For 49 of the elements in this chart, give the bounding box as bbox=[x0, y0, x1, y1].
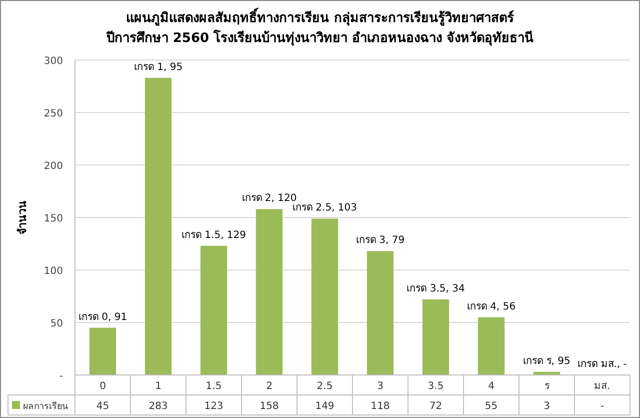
annotation: เกรด 2, 120 bbox=[242, 193, 297, 204]
y-tick-label: 200 bbox=[44, 161, 63, 172]
x-tick-label: 3.5 bbox=[428, 381, 444, 392]
bar bbox=[422, 299, 450, 375]
x-tick-label: 2 bbox=[266, 381, 272, 392]
y-tick-label: 100 bbox=[44, 266, 63, 277]
annotation: เกรด ร, 95 bbox=[523, 356, 570, 367]
data-label: 149 bbox=[315, 401, 334, 412]
annotation: เกรด 3.5, 34 bbox=[406, 283, 465, 294]
bar bbox=[478, 317, 505, 375]
y-tick-label: 150 bbox=[44, 214, 63, 224]
text: - bbox=[600, 401, 604, 412]
annotation: เกรด 3, 79 bbox=[356, 235, 405, 246]
y-tick-label: - bbox=[59, 371, 64, 382]
data-label: 45 bbox=[96, 401, 110, 412]
annotation: เกรด 1.5, 129 bbox=[181, 230, 246, 241]
y-tick-label: 50 bbox=[50, 318, 63, 330]
bar bbox=[144, 78, 172, 375]
x-tick-label: 1 bbox=[155, 381, 162, 392]
data-label: 158 bbox=[260, 401, 279, 412]
bar bbox=[200, 246, 228, 375]
data-label: 3 bbox=[544, 401, 550, 412]
x-tick-label: 3 bbox=[377, 381, 384, 392]
data-label: 55 bbox=[484, 401, 498, 412]
bar bbox=[366, 251, 394, 375]
chart-title: แผนภูมิแสดงผลสัมฤทธิ์ทางการเรียน กลุ่มสาระการเรียนรู้วิทยาศาสตร์ bbox=[126, 7, 514, 26]
annotation: เกรด 0, 91 bbox=[78, 312, 128, 323]
y-tick-label: 300 bbox=[44, 56, 63, 67]
legend-label: ผลการเรียน bbox=[23, 401, 68, 412]
annotation: เกรด 2.5, 103 bbox=[292, 202, 358, 214]
y-axis-title: จำนวน bbox=[16, 200, 29, 234]
annotation: เกรด มส., - bbox=[578, 359, 628, 370]
bar bbox=[89, 328, 116, 375]
data-label: 283 bbox=[148, 401, 168, 412]
x-tick-label: ร bbox=[544, 381, 550, 392]
x-tick-label: 4 bbox=[488, 381, 494, 392]
data-label: 118 bbox=[370, 401, 390, 412]
x-tick-label: 1.5 bbox=[206, 381, 222, 392]
data-label: 72 bbox=[429, 401, 442, 412]
x-tick-label: 0 bbox=[100, 381, 106, 392]
x-tick-label: 2.5 bbox=[316, 381, 333, 392]
annotation: เกรด 1, 95 bbox=[134, 62, 183, 73]
bar bbox=[256, 209, 283, 375]
y-tick-label: 250 bbox=[44, 108, 63, 120]
data-label: 123 bbox=[204, 401, 224, 412]
chart-subtitle: ปีการศึกษา 2560 โรงเรียนบ้านทุ่งนาวิทยา อำเภอหนองฉาง จังหวัดอุทัยธานี bbox=[105, 29, 534, 46]
bar bbox=[311, 218, 338, 375]
x-tick-label: มส. bbox=[594, 381, 610, 392]
annotation: เกรด 4, 56 bbox=[466, 301, 516, 312]
